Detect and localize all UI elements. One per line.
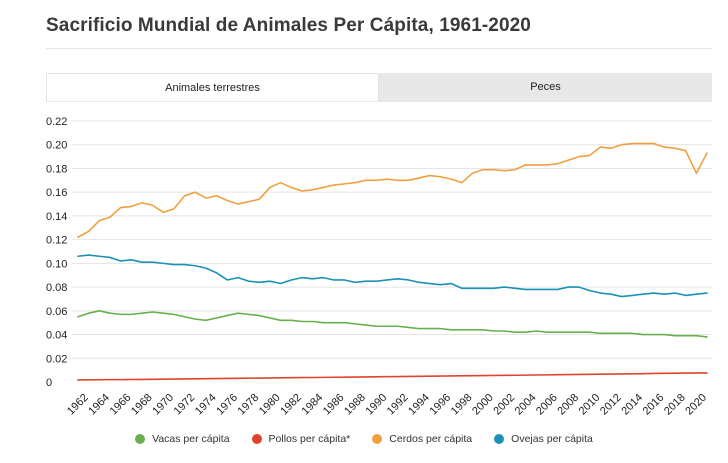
x-tick-label: 1994: [406, 392, 432, 418]
legend-label: Vacas per cápita: [152, 433, 230, 445]
x-tick-label: 1996: [427, 392, 453, 418]
x-tick-label: 1986: [321, 392, 347, 418]
x-tick-label: 2000: [470, 392, 496, 418]
x-tick-label: 2020: [683, 392, 709, 418]
x-tick-label: 2012: [598, 392, 624, 418]
y-tick-label: 0.22: [46, 116, 67, 128]
x-tick-label: 2016: [641, 392, 667, 418]
x-tick-label: 1982: [278, 392, 304, 418]
x-tick-label: 1980: [257, 392, 283, 418]
series-line-2: [77, 142, 708, 239]
series-lines: [77, 142, 708, 381]
x-tick-label: 2010: [577, 392, 603, 418]
x-tick-label: 1998: [449, 392, 475, 418]
legend-item[interactable]: Vacas per cápita: [135, 431, 230, 447]
x-tick-label: 1976: [214, 392, 240, 418]
legend-label: Ovejas per cápita: [511, 433, 593, 445]
legend-swatch: [494, 434, 505, 444]
legend-label: Pollos per cápita*: [268, 433, 351, 445]
tab-peces[interactable]: Peces: [379, 73, 712, 101]
legend-item[interactable]: Cerdos per cápita: [372, 431, 472, 447]
x-tick-label: 1966: [108, 392, 134, 418]
x-tick-label: 1964: [86, 392, 112, 418]
x-tick-label: 1970: [150, 392, 176, 418]
y-tick-label: 0.16: [46, 187, 67, 199]
x-tick-label: 2014: [619, 392, 645, 418]
x-tick-label: 1968: [129, 392, 155, 418]
x-tick-label: 1974: [193, 392, 219, 418]
x-tick-label: 1992: [385, 392, 411, 418]
chart-title: Sacrificio Mundial de Animales Per Cápit…: [46, 15, 531, 36]
x-tick-label: 2008: [555, 392, 581, 418]
y-tick-label: 0.10: [46, 258, 67, 270]
line-chart: 0 0.02 0.04 0.06 0.08 0.10 0.12 0.14 0.16 0.18 0.2…: [46, 116, 712, 418]
y-tick-label: 0.20: [46, 140, 67, 152]
y-tick-label: 0.12: [46, 235, 67, 247]
legend-label: Cerdos per cápita: [389, 433, 473, 445]
title-divider: [46, 48, 712, 49]
x-tick-label: 2006: [534, 392, 560, 418]
x-axis: 1962196419661968197019721974197619781980…: [65, 392, 709, 418]
tab-bar: Animales terrestres Peces: [46, 73, 712, 101]
x-tick-label: 2018: [662, 392, 688, 418]
y-tick-label: 0.18: [46, 163, 67, 175]
y-tick-label: 0.04: [46, 330, 67, 342]
legend-swatch: [135, 434, 146, 444]
x-tick-label: 1988: [342, 392, 368, 418]
legend-swatch: [372, 434, 383, 444]
legend-item[interactable]: Pollos per cápita*: [251, 431, 351, 447]
x-tick-label: 1978: [236, 392, 262, 418]
y-tick-label: 0.08: [46, 282, 67, 294]
tab-animales-terrestres[interactable]: Animales terrestres: [46, 73, 379, 101]
series-line-3: [77, 254, 708, 298]
legend: Vacas per cápita Pollos per cápita* Cerdos…: [0, 431, 728, 447]
x-tick-label: 1962: [65, 392, 91, 418]
tab-underline: [46, 101, 712, 102]
x-tick-label: 2002: [491, 392, 517, 418]
legend-item[interactable]: Ovejas per cápita: [494, 431, 593, 447]
y-tick-label: 0.02: [46, 353, 67, 365]
y-tick-label: 0.14: [46, 211, 67, 223]
y-tick-label: 0.06: [46, 306, 67, 318]
series-line-0: [77, 310, 708, 338]
series-line-1: [77, 372, 708, 381]
x-tick-label: 1990: [363, 392, 389, 418]
legend-swatch: [251, 434, 262, 444]
y-axis: 0 0.02 0.04 0.06 0.08 0.10 0.12 0.14 0.16 0.18 0.2…: [46, 116, 67, 389]
grid-lines: [72, 120, 712, 359]
x-tick-label: 2004: [513, 392, 539, 418]
y-tick-label: 0: [46, 377, 52, 389]
x-tick-label: 1984: [300, 392, 326, 418]
x-tick-label: 1972: [172, 392, 198, 418]
